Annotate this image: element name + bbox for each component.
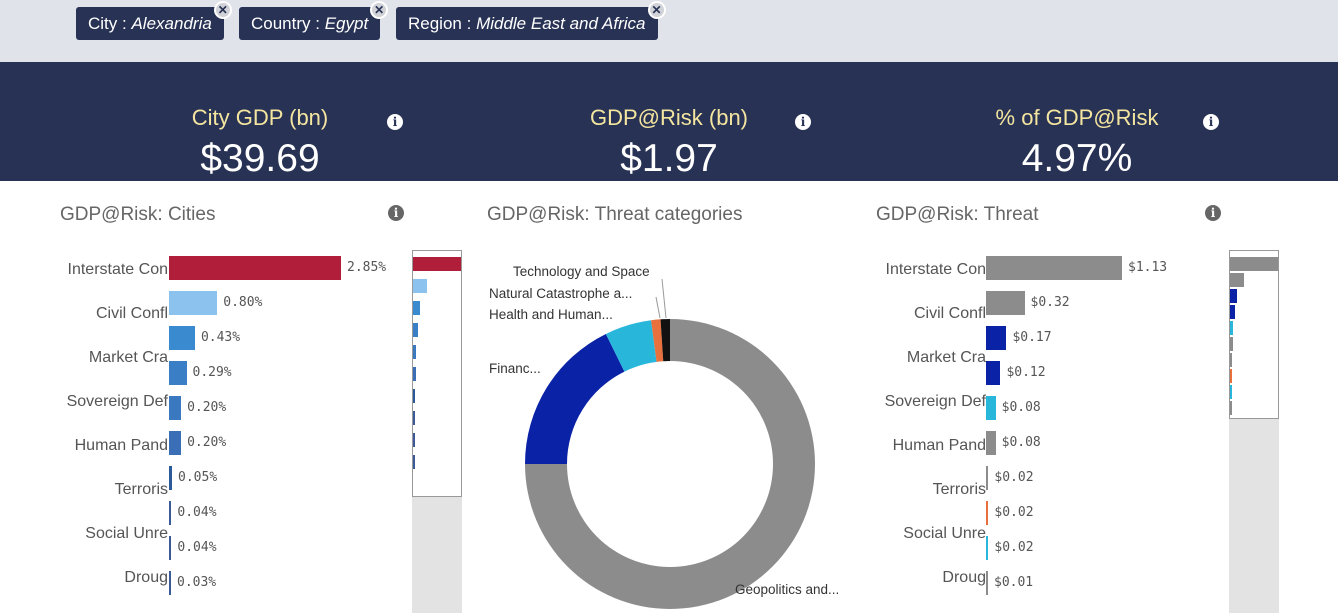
- bar[interactable]: [169, 326, 195, 350]
- bar[interactable]: [169, 291, 217, 315]
- category-label: Human Pand: [40, 437, 168, 455]
- info-icon[interactable]: i: [1205, 205, 1221, 221]
- bar[interactable]: [169, 431, 181, 455]
- mini-bar: [1230, 305, 1235, 319]
- donut-slice-label: Health and Human...: [489, 307, 613, 322]
- bar[interactable]: [169, 536, 171, 560]
- bar-value-label: 0.04%: [177, 505, 216, 520]
- category-label: Droug: [40, 569, 168, 587]
- category-label: Sovereign Def: [858, 393, 986, 411]
- bar-value-label: $0.08: [1002, 435, 1041, 450]
- category-label: Human Pand: [858, 437, 986, 455]
- category-label: Market Cra: [40, 349, 168, 367]
- threat-panel-title: GDP@Risk: Threat: [876, 204, 1039, 226]
- donut-slice-label: Natural Catastrophe a...: [489, 286, 632, 301]
- bar-value-label: 0.04%: [177, 540, 216, 555]
- mini-bar: [1230, 257, 1279, 271]
- bar-value-label: 0.20%: [187, 435, 226, 450]
- donut-slice[interactable]: [525, 334, 624, 464]
- donut-slice-label: Geopolitics and...: [735, 582, 839, 597]
- bar[interactable]: [169, 571, 171, 595]
- bar-value-label: 0.80%: [223, 295, 262, 310]
- bar-value-label: $0.02: [994, 540, 1033, 555]
- bar[interactable]: [986, 536, 988, 560]
- category-label: Sovereign Def: [40, 393, 168, 411]
- bar-value-label: $0.32: [1031, 295, 1070, 310]
- mini-bar: [1230, 369, 1232, 383]
- bar-value-label: 0.43%: [201, 330, 240, 345]
- bar[interactable]: [169, 361, 187, 385]
- bar-value-label: $0.12: [1006, 365, 1045, 380]
- bar-value-label: 2.85%: [347, 260, 386, 275]
- bar[interactable]: [169, 256, 341, 280]
- mini-bar: [1230, 289, 1237, 303]
- donut-slice-label: Technology and Space: [513, 264, 650, 279]
- bar[interactable]: [986, 396, 996, 420]
- bar[interactable]: [986, 501, 988, 525]
- bar[interactable]: [986, 256, 1122, 280]
- mini-bar: [1230, 321, 1233, 335]
- leader-line: [662, 279, 666, 318]
- donut-slice-label: Financ...: [489, 361, 541, 376]
- mini-bar: [1230, 401, 1232, 415]
- bar[interactable]: [986, 466, 988, 490]
- bar[interactable]: [169, 501, 171, 525]
- mini-bar: [1230, 337, 1233, 351]
- category-label: Interstate Con: [858, 261, 986, 279]
- category-label: Social Unre: [40, 525, 168, 543]
- threat-mini-navigator[interactable]: [1229, 250, 1279, 419]
- mini-bar: [1230, 385, 1232, 399]
- category-label: Droug: [858, 569, 986, 587]
- bar-value-label: $1.13: [1128, 260, 1167, 275]
- bar-value-label: 0.29%: [193, 365, 232, 380]
- category-label: Civil Confl: [40, 305, 168, 323]
- bar-value-label: 0.20%: [187, 400, 226, 415]
- category-label: Civil Confl: [858, 305, 986, 323]
- bar[interactable]: [169, 466, 172, 490]
- bar[interactable]: [986, 326, 1006, 350]
- category-label: Terroris: [858, 481, 986, 499]
- bar[interactable]: [986, 361, 1000, 385]
- bar-value-label: $0.02: [994, 505, 1033, 520]
- bar-value-label: $0.17: [1012, 330, 1051, 345]
- mini-bar: [1230, 353, 1232, 367]
- bar[interactable]: [986, 431, 996, 455]
- category-label: Market Cra: [858, 349, 986, 367]
- bar[interactable]: [169, 396, 181, 420]
- leader-line: [656, 297, 660, 318]
- bar[interactable]: [986, 571, 988, 595]
- mini-bar: [1230, 273, 1244, 287]
- category-label: Terroris: [40, 481, 168, 499]
- bar-value-label: $0.08: [1002, 400, 1041, 415]
- category-label: Social Unre: [858, 525, 986, 543]
- bar-value-label: 0.03%: [177, 575, 216, 590]
- bar[interactable]: [986, 291, 1025, 315]
- bar-value-label: $0.01: [994, 575, 1033, 590]
- bar-value-label: 0.05%: [178, 470, 217, 485]
- category-label: Interstate Con: [40, 261, 168, 279]
- bar-value-label: $0.02: [994, 470, 1033, 485]
- threat-scroll-track[interactable]: [1229, 419, 1279, 613]
